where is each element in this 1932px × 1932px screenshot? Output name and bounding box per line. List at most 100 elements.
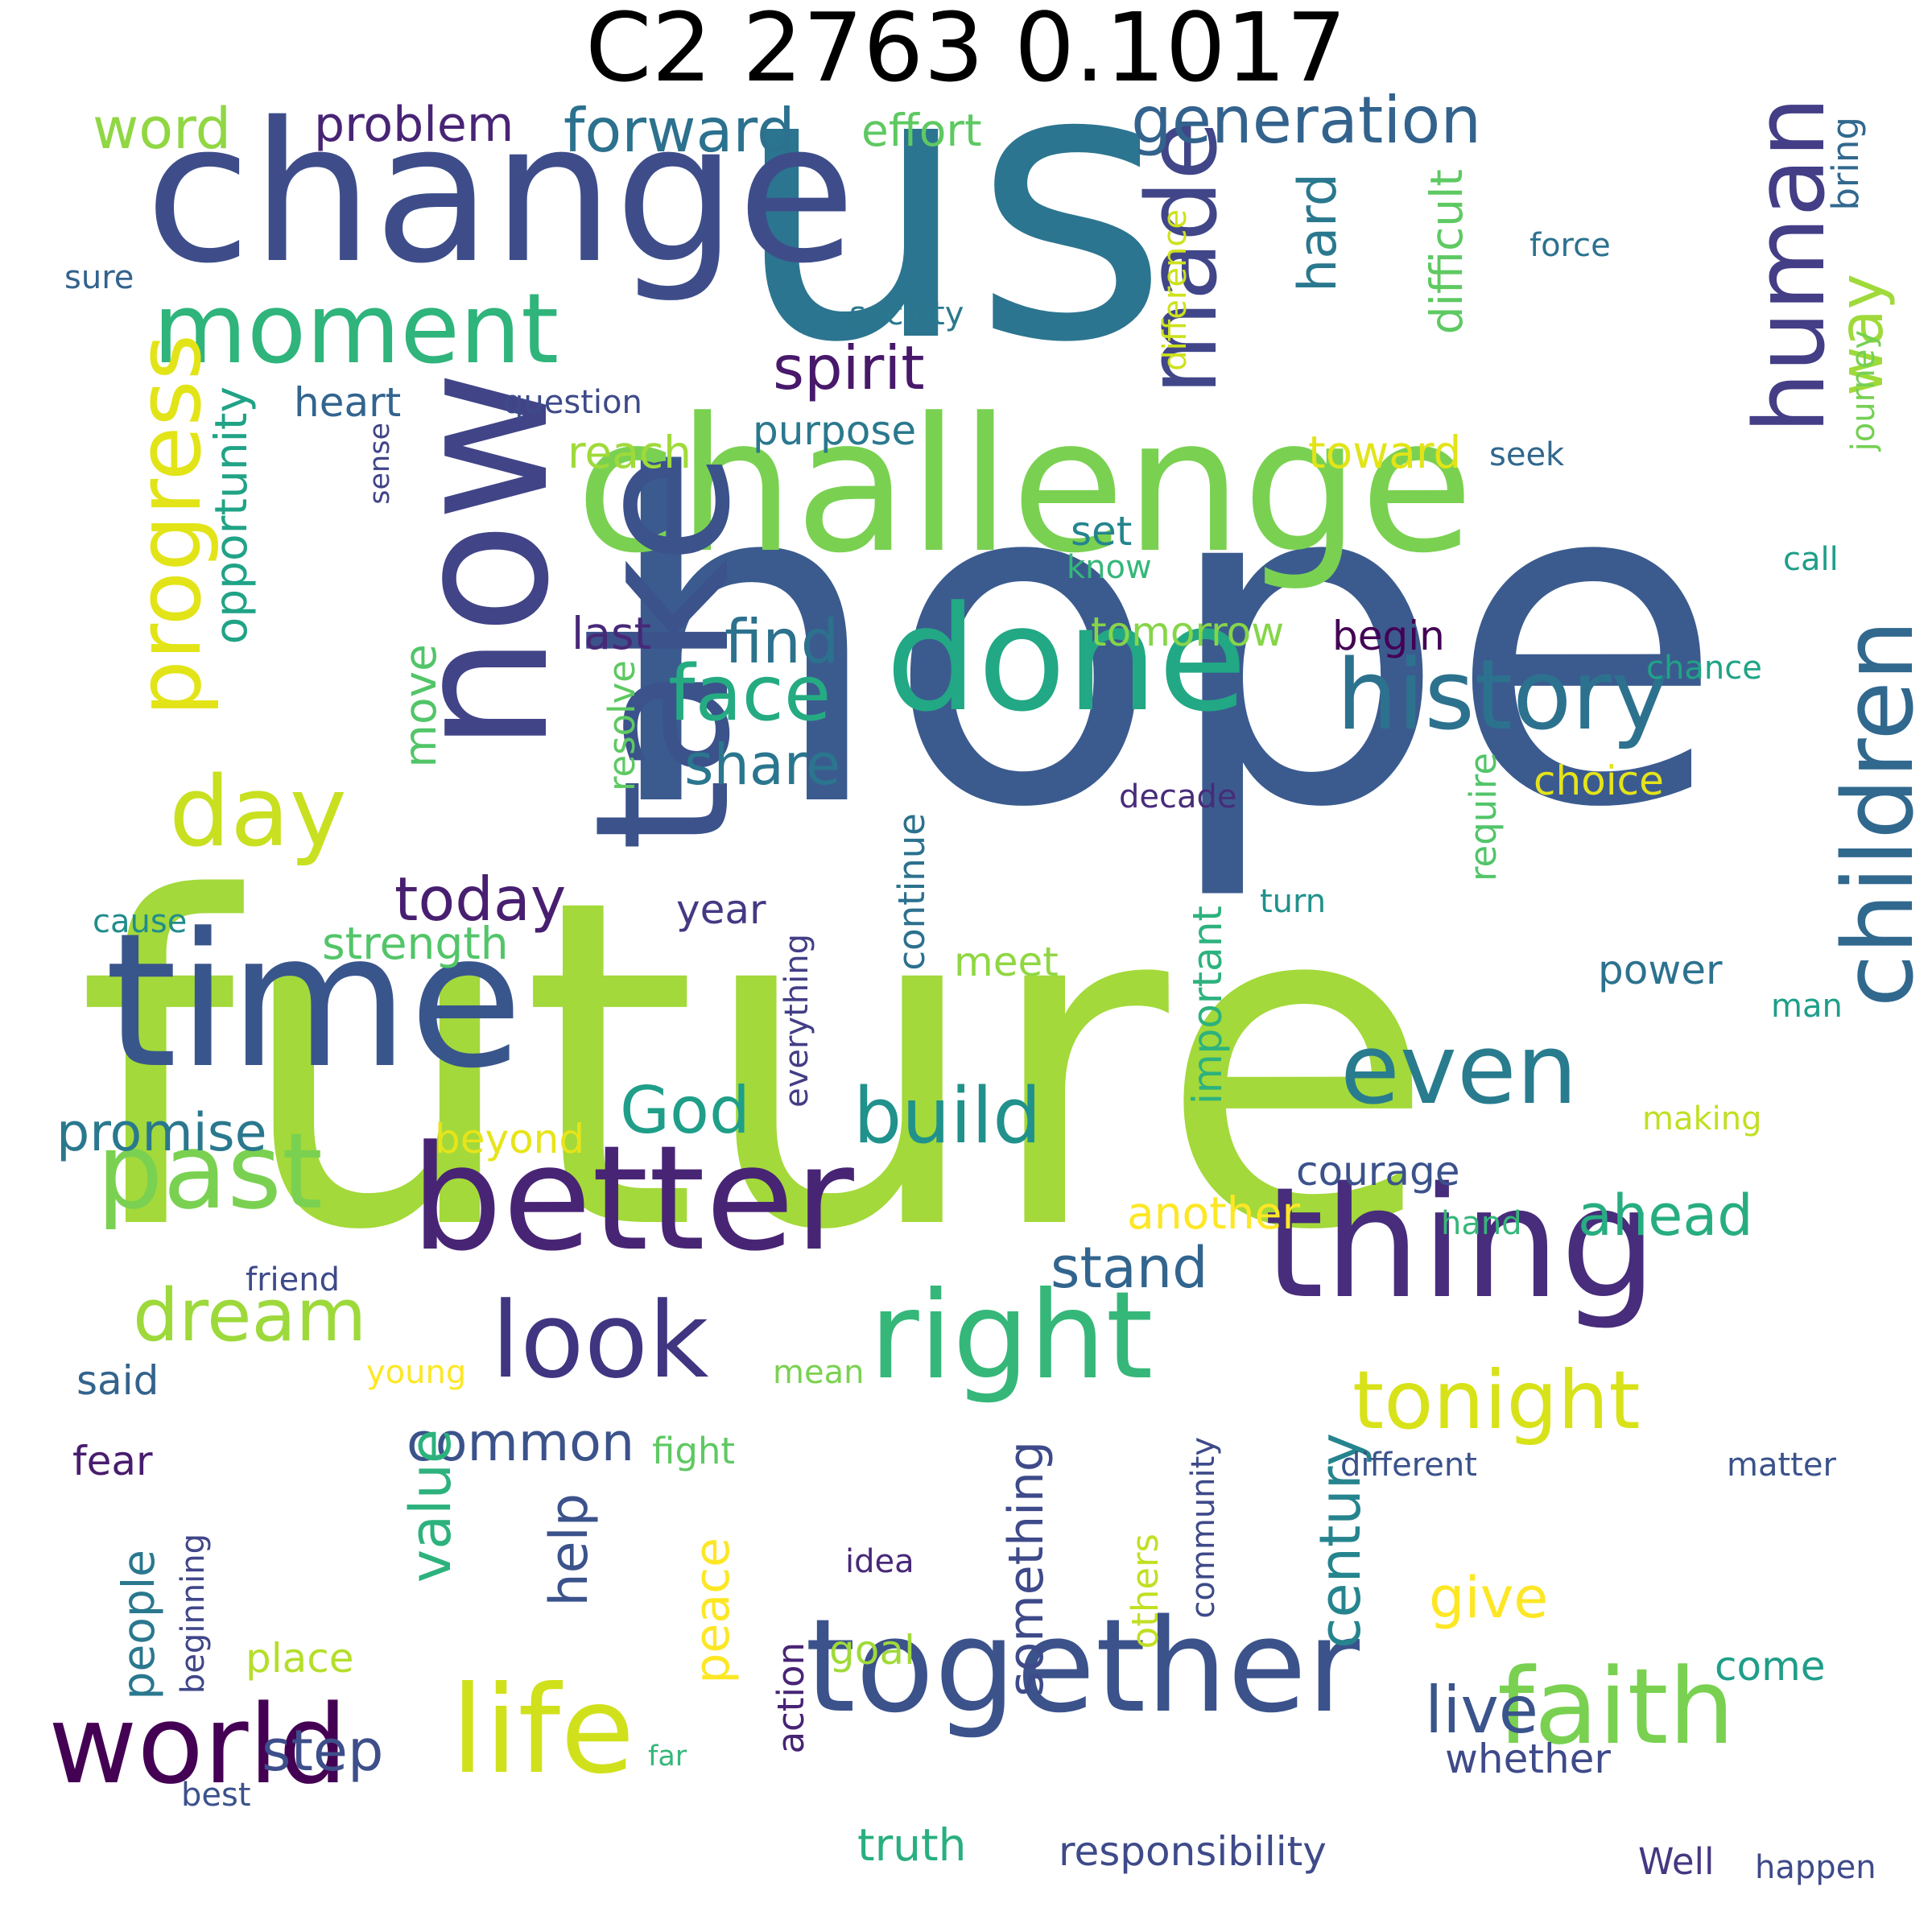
word-goal: goal [829,1627,915,1674]
word-bring: bring [1824,117,1867,211]
word-question: question [503,384,642,421]
word-another: another [1127,1187,1301,1239]
word-begin: begin [1332,613,1445,659]
word-reach: reach [568,427,692,478]
word-meet: meet [954,939,1059,985]
word-decade: decade [1119,778,1237,815]
word-better: better [411,1115,854,1283]
word-step: step [262,1718,384,1784]
word-know: know [1067,549,1152,586]
word-today: today [394,864,567,935]
word-truth: truth [857,1819,967,1871]
page-title: C2 2763 0.1017 [585,0,1347,103]
word-fight: fight [652,1430,736,1472]
word-word: word [93,96,232,162]
word-journey: journey [1845,330,1882,452]
word-people: people [113,1550,164,1700]
word-sure: sure [64,259,134,296]
word-together: together [805,1591,1360,1741]
word-promise: promise [56,1103,267,1163]
word-give: give [1429,1565,1549,1631]
word-day: day [169,757,347,869]
word-call: call [1783,541,1839,578]
word-different: different [1340,1447,1477,1484]
word-whether: whether [1445,1736,1611,1782]
word-generation: generation [1131,83,1482,158]
word-making: making [1642,1100,1762,1137]
word-beyond: beyond [435,1116,585,1162]
word-society: society [849,295,964,332]
word-mean: mean [773,1354,865,1391]
word-problem: problem [314,97,514,153]
word-hard: hard [1288,173,1348,292]
word-moment: moment [153,274,559,386]
word-resolve: resolve [601,660,643,791]
word-best: best [181,1777,251,1814]
word-stand: stand [1051,1235,1208,1301]
word-ahead: ahead [1578,1183,1753,1249]
word-something: something [998,1441,1055,1697]
word-seek: seek [1489,436,1565,473]
word-god: God [620,1073,750,1148]
word-thing: thing [1264,1154,1657,1332]
word-faith: faith [1497,1645,1735,1768]
word-value: value [398,1429,464,1583]
word-purpose: purpose [753,407,917,454]
word-future: future [76,804,1437,1329]
word-spirit: spirit [773,332,925,403]
word-far: far [648,1740,687,1773]
word-set: set [1071,508,1133,555]
word-strength: strength [322,918,509,969]
word-us: us [733,0,1170,425]
word-come: come [1715,1643,1826,1690]
word-friend: friend [246,1261,340,1298]
word-time: time [105,894,523,1109]
word-chance: chance [1646,650,1762,687]
word-share: share [684,732,841,798]
word-everything: everything [778,934,815,1108]
word-hope: hope [600,382,1725,906]
word-dream: dream [133,1274,367,1358]
word-toward: toward [1308,427,1462,478]
word-look: look [491,1279,709,1402]
word-move: move [394,644,446,768]
word-world: world [48,1682,348,1808]
word-help: help [539,1493,600,1607]
word-important: important [1184,906,1231,1105]
word-happen: happen [1755,1849,1876,1886]
word-difficult: difficult [1421,169,1472,335]
word-power: power [1598,947,1723,993]
word-peace: peace [684,1538,741,1684]
word-find: find [724,606,840,677]
word-life: life [451,1661,635,1801]
word-matter: matter [1727,1447,1836,1484]
word-man: man [1771,988,1843,1025]
word-idea: idea [845,1543,914,1580]
word-change: change [145,80,857,306]
word-face: face [668,650,832,738]
word-last: last [572,608,652,659]
word-effort: effort [861,105,982,156]
word-responsibility: responsibility [1059,1828,1327,1875]
word-difference: difference [1157,209,1194,371]
word-challenge: challenge [576,379,1474,594]
word-said: said [76,1357,159,1404]
word-fear: fear [72,1438,153,1484]
word-done: done [886,576,1248,744]
word-live: live [1425,1673,1539,1748]
word-beginning: beginning [175,1534,212,1695]
word-right: right [869,1266,1154,1406]
word-courage: courage [1296,1148,1460,1195]
word-community: community [1185,1437,1222,1619]
word-continue: continue [890,813,933,971]
word-forward: forward [564,95,795,166]
word-sense: sense [364,423,396,505]
word-cause: cause [93,903,188,940]
word-history: history [1336,640,1669,752]
word-require: require [1462,753,1505,881]
word-opportunity: opportunity [205,386,257,645]
word-heart: heart [294,379,402,426]
word-place: place [246,1635,354,1682]
word-progress: progress [118,334,221,716]
